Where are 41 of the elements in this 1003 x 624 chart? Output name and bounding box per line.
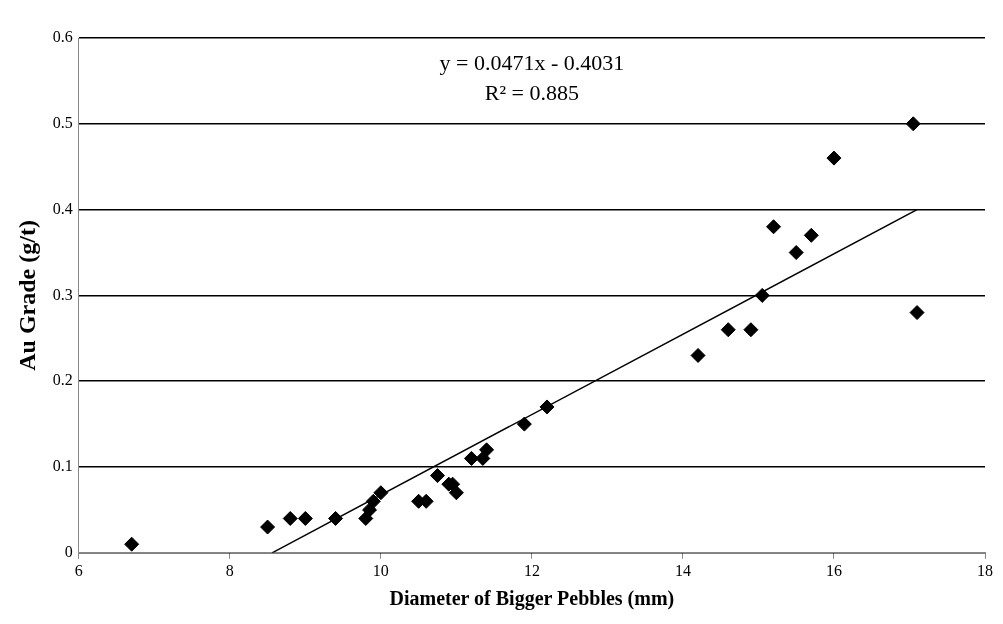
point [282, 510, 298, 526]
point [720, 322, 736, 338]
annotation: y = 0.0471x - 0.4031 [439, 49, 625, 75]
point [766, 219, 782, 235]
point [297, 510, 313, 526]
y-tick-label: 0.2 [52, 371, 73, 389]
point [826, 150, 842, 166]
point [516, 416, 532, 432]
point [479, 442, 495, 458]
x-tick-label: 16 [825, 561, 842, 579]
point [365, 493, 381, 509]
y-tick-label: 0.3 [52, 285, 73, 303]
y-axis-title: Au Grade (g/t) [13, 220, 40, 371]
y-tick-label: 0.5 [52, 114, 73, 131]
y-tick-label: 0.6 [52, 28, 73, 46]
point [124, 536, 140, 552]
y-tick-label: 0.1 [52, 457, 73, 475]
point [373, 485, 389, 501]
x-tick-label: 18 [977, 561, 993, 579]
annotation: R² = 0.885 [484, 79, 579, 105]
point [539, 399, 555, 415]
point [690, 347, 706, 363]
point [905, 116, 921, 132]
x-tick-label: 12 [523, 561, 540, 579]
point [909, 305, 925, 321]
point [743, 322, 759, 338]
point [430, 468, 445, 484]
point [448, 485, 464, 501]
y-tick-label: 0 [64, 543, 73, 560]
y-tick-label: 0.4 [52, 199, 73, 217]
x-tick-label: 6 [74, 561, 83, 579]
point [788, 245, 804, 260]
x-tick-label: 14 [674, 561, 691, 579]
x-tick-label: 10 [372, 561, 389, 579]
point [260, 519, 276, 535]
point [803, 227, 819, 243]
point [463, 450, 479, 466]
point [328, 510, 344, 526]
point [754, 287, 770, 303]
x-tick-label: 8 [225, 561, 234, 579]
x-axis-title: Diameter of Bigger Pebbles (mm) [389, 587, 675, 611]
